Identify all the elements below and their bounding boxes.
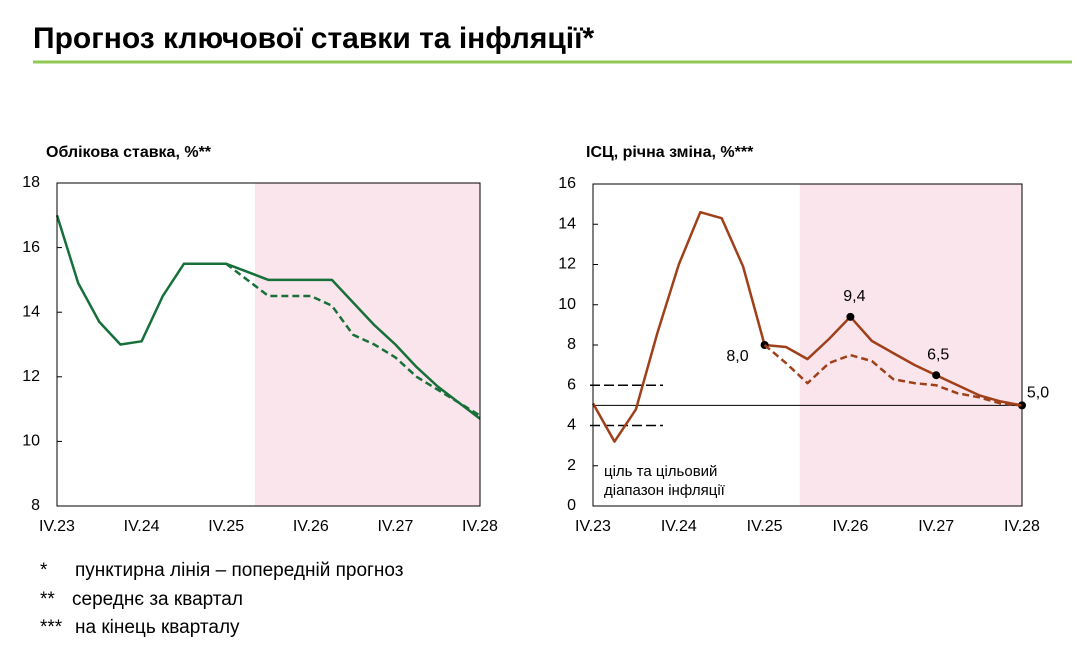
y-tick-label: 12 bbox=[558, 256, 576, 273]
y-tick-label: 2 bbox=[567, 457, 576, 474]
series-line bbox=[591, 210, 1023, 443]
value-label: 8,0 bbox=[726, 348, 748, 365]
annotation: ціль та цільовий bbox=[604, 463, 717, 480]
y-tick-label: 10 bbox=[558, 296, 576, 313]
point-marker bbox=[932, 371, 941, 380]
footnote-mark: *** bbox=[40, 617, 63, 638]
y-tick-label: 16 bbox=[558, 175, 576, 192]
series-line bbox=[763, 344, 1023, 407]
forecast-shade bbox=[254, 183, 480, 506]
forecast-shade bbox=[799, 184, 1022, 506]
footnote-text: на кінець кварталу bbox=[75, 617, 240, 638]
x-tick-label: IV.26 bbox=[832, 518, 868, 535]
chart-title: Облікова ставка, %** bbox=[46, 144, 212, 161]
annotation: діапазон інфляції bbox=[604, 482, 726, 499]
chart-title: ІСЦ, річна зміна, %*** bbox=[586, 144, 754, 161]
plot-frame bbox=[56, 182, 481, 507]
x-tick-label: IV.23 bbox=[575, 518, 611, 535]
series-line bbox=[225, 262, 481, 417]
y-tick-label: 10 bbox=[22, 433, 40, 450]
y-tick-label: 16 bbox=[22, 239, 40, 256]
value-label: 6,5 bbox=[927, 346, 949, 363]
y-tick-label: 0 bbox=[567, 497, 576, 514]
plot-frame bbox=[592, 183, 1023, 507]
series-line bbox=[55, 214, 481, 420]
y-tick-label: 6 bbox=[567, 376, 576, 393]
x-tick-label: IV.27 bbox=[377, 518, 413, 535]
value-label: 5,0 bbox=[1027, 385, 1049, 402]
point-marker bbox=[846, 312, 855, 321]
x-tick-label: IV.28 bbox=[1004, 518, 1040, 535]
x-tick-label: IV.25 bbox=[747, 518, 783, 535]
y-tick-label: 18 bbox=[22, 174, 40, 191]
y-tick-label: 4 bbox=[567, 417, 576, 434]
footnote-mark: ** bbox=[40, 589, 55, 610]
x-tick-label: IV.25 bbox=[208, 518, 244, 535]
value-label: 9,4 bbox=[843, 288, 865, 305]
x-tick-label: IV.27 bbox=[918, 518, 954, 535]
footnote-text: середнє за квартал bbox=[72, 589, 243, 610]
footnote-text: пунктирна лінія – попередній прогноз bbox=[75, 560, 404, 581]
y-tick-label: 8 bbox=[567, 336, 576, 353]
x-tick-label: IV.28 bbox=[462, 518, 498, 535]
y-tick-label: 12 bbox=[22, 368, 40, 385]
x-tick-label: IV.26 bbox=[293, 518, 329, 535]
y-tick-label: 14 bbox=[22, 303, 40, 320]
footnote-mark: * bbox=[40, 560, 48, 581]
slide-title: Прогноз ключової ставки та інфляції* bbox=[33, 22, 595, 55]
x-tick-label: IV.24 bbox=[124, 518, 160, 535]
x-tick-label: IV.23 bbox=[39, 518, 75, 535]
y-tick-label: 8 bbox=[31, 497, 40, 514]
y-tick-label: 14 bbox=[558, 215, 576, 232]
x-tick-label: IV.24 bbox=[661, 518, 697, 535]
